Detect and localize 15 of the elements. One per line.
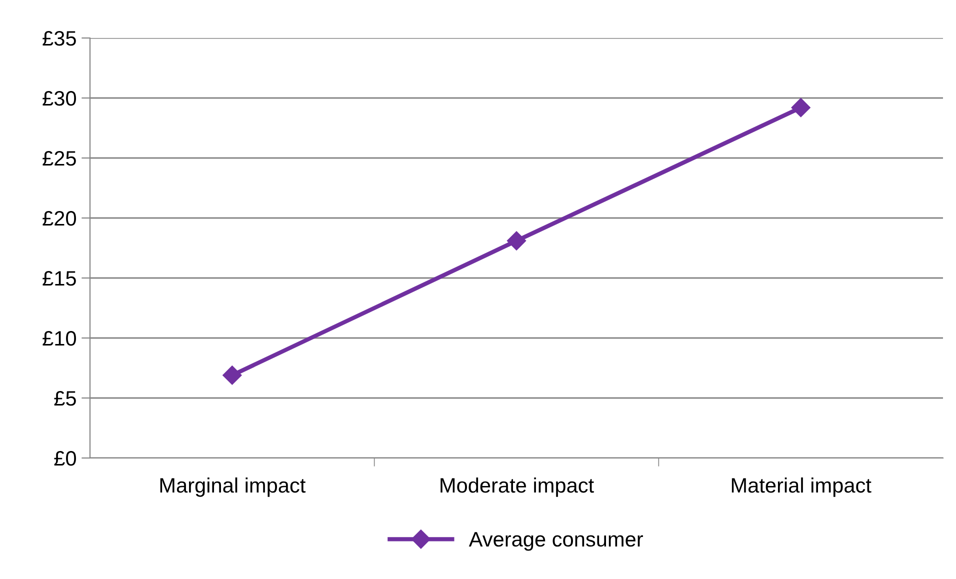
y-tick-label: £0 — [54, 451, 76, 466]
x-tick-label: Marginal impact — [160, 477, 306, 497]
x-tick-label: Material impact — [732, 477, 872, 497]
x-tick-label: Moderate impact — [440, 477, 594, 497]
y-tick-label: £30 — [42, 91, 76, 106]
y-tick-label: £5 — [54, 391, 76, 406]
legend-label: Average consumer — [468, 532, 643, 551]
y-tick-label: £20 — [42, 211, 76, 226]
y-tick-label: £15 — [42, 271, 76, 286]
point — [222, 366, 242, 385]
y-tick-label: £10 — [42, 331, 76, 346]
point — [506, 231, 526, 250]
y-tick-label: £25 — [42, 151, 76, 166]
y-tick-label: £35 — [42, 31, 76, 46]
point — [791, 98, 810, 118]
